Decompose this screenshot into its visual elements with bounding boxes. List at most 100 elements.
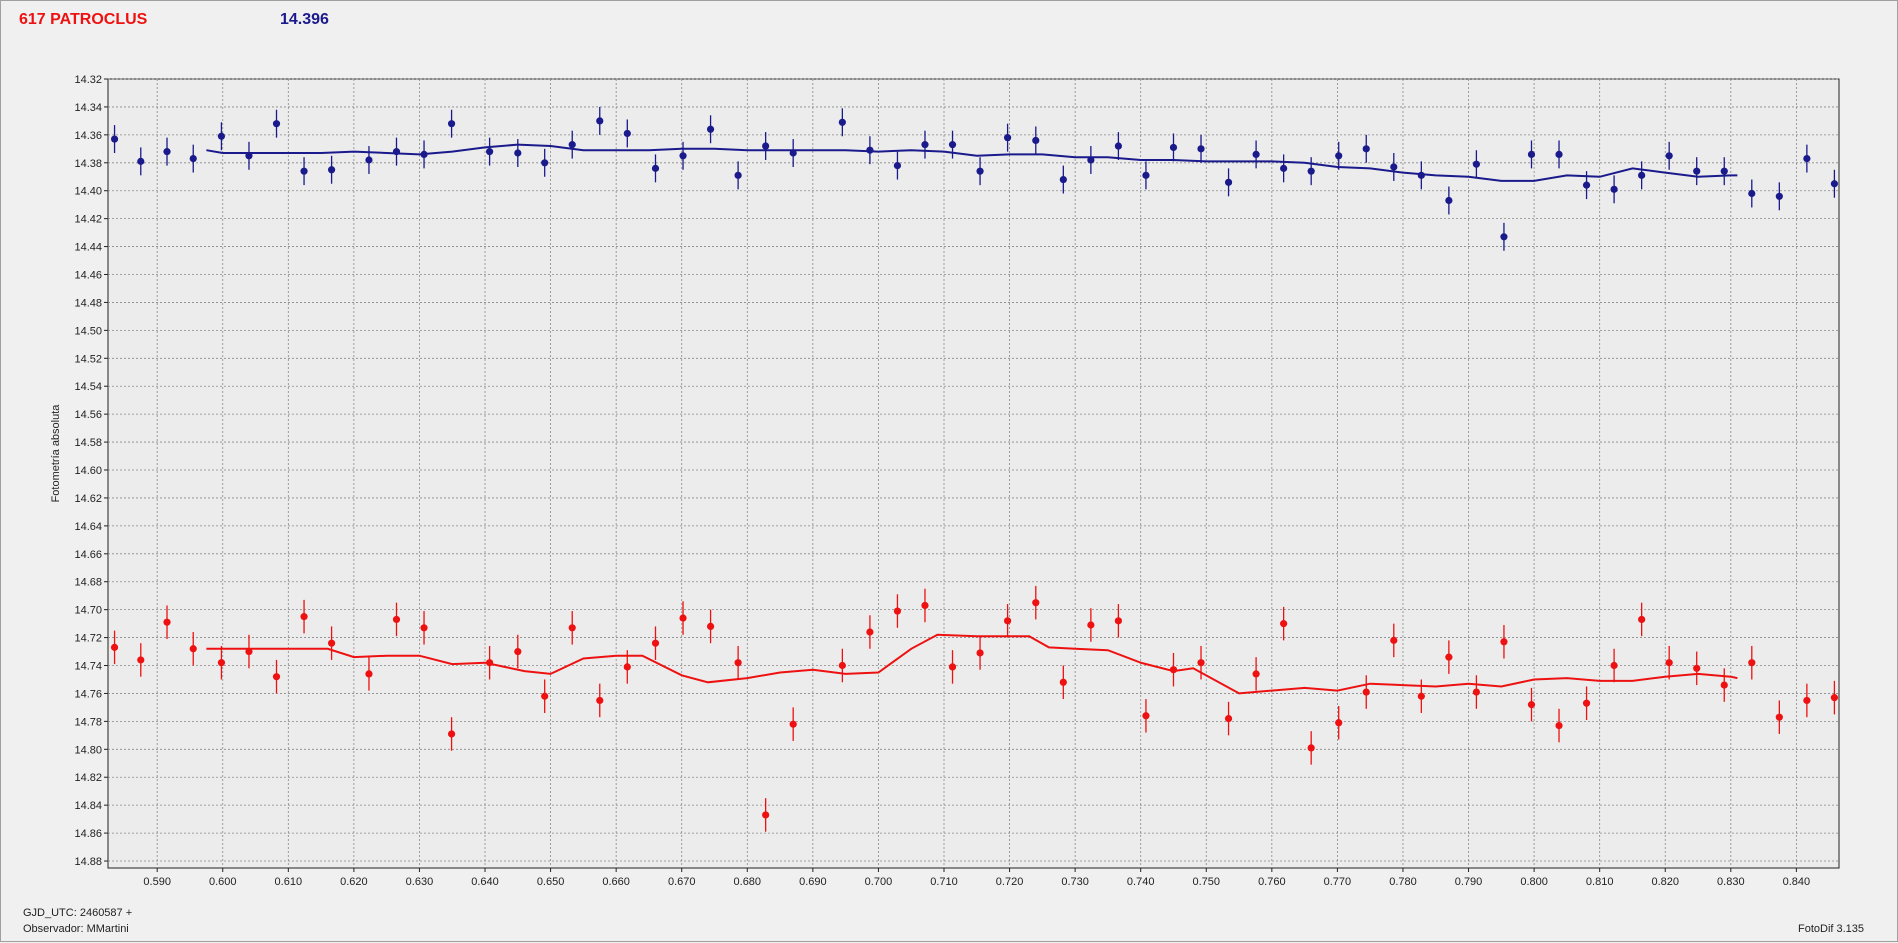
series-1-point <box>1665 152 1673 160</box>
y-tick-label: 14.76 <box>74 688 102 700</box>
y-tick-label: 14.34 <box>74 102 102 114</box>
y-tick-label: 14.72 <box>74 633 102 645</box>
series-1-point <box>272 120 281 128</box>
series-2-point <box>1775 713 1783 721</box>
y-tick-label: 14.84 <box>74 800 102 812</box>
series-2-point <box>921 601 929 610</box>
series-2-point <box>1527 701 1536 709</box>
x-tick-label: 0.790 <box>1455 876 1483 888</box>
series-2-point <box>1582 699 1591 707</box>
series-1-point <box>1500 233 1508 241</box>
series-1-point <box>893 161 902 170</box>
series-2-point <box>706 622 715 631</box>
series-1-point <box>541 159 549 167</box>
series-2-point <box>217 659 226 667</box>
x-tick-label: 0.620 <box>340 876 368 888</box>
series-2-point <box>623 663 631 671</box>
series-1-point <box>110 135 119 143</box>
series-2-point <box>163 618 171 626</box>
y-tick-label: 14.50 <box>74 325 102 337</box>
y-tick-label: 14.64 <box>74 521 102 533</box>
series-2-point <box>1830 694 1839 702</box>
x-tick-label: 0.760 <box>1258 876 1286 888</box>
series-2-point <box>1472 688 1481 696</box>
series-2-point <box>1693 664 1701 672</box>
series-1-point <box>1169 143 1178 152</box>
series-1-point <box>1803 154 1811 163</box>
observer-label: Observador: MMartini <box>23 923 129 935</box>
series-2-point <box>838 661 846 670</box>
version-label: FotoDif 3.135 <box>1798 923 1865 935</box>
series-2-point <box>1224 714 1233 723</box>
series-1-point <box>1142 171 1150 179</box>
x-tick-label: 0.810 <box>1586 876 1614 888</box>
series-2-point <box>1610 661 1618 670</box>
series-1-point <box>1445 196 1453 205</box>
series-1-point <box>1335 152 1343 160</box>
series-1-point <box>365 156 373 164</box>
series-1-point <box>1638 171 1646 179</box>
series-1-point <box>789 149 797 157</box>
series-2-point <box>1003 617 1012 625</box>
series-1-point <box>1003 134 1012 142</box>
series-1-point <box>1059 175 1067 184</box>
x-tick-label: 0.780 <box>1389 876 1417 888</box>
y-tick-label: 14.46 <box>74 270 102 282</box>
series-2-point <box>1059 678 1067 686</box>
mean-magnitude-value: 14.396 <box>280 11 329 28</box>
y-tick-label: 14.32 <box>74 74 102 86</box>
series-1-point <box>651 164 660 172</box>
series-2-point <box>1390 636 1398 644</box>
series-2-point <box>1803 696 1811 705</box>
series-1-point <box>1280 164 1288 172</box>
series-2-point <box>1555 721 1563 730</box>
series-1-point <box>762 142 770 150</box>
series-1-point <box>137 157 145 165</box>
series-2-point <box>272 673 281 681</box>
series-2-point <box>651 639 660 647</box>
series-2-point <box>1720 681 1728 689</box>
series-1-point <box>706 125 715 133</box>
x-tick-label: 0.830 <box>1717 876 1745 888</box>
series-1-point <box>623 129 631 138</box>
object-title: 617 PATROCLUS <box>19 11 148 28</box>
y-tick-label: 14.80 <box>74 744 102 756</box>
series-2-point <box>1335 719 1343 727</box>
series-2-point <box>1032 599 1040 607</box>
series-2-point <box>866 628 874 636</box>
series-1-point <box>976 167 984 175</box>
x-tick-label: 0.650 <box>537 876 565 888</box>
x-tick-label: 0.820 <box>1651 876 1679 888</box>
series-2-point <box>1142 712 1150 720</box>
series-2-point <box>1665 659 1673 667</box>
series-2-point <box>486 659 494 667</box>
series-1-point <box>420 150 428 159</box>
y-tick-label: 14.36 <box>74 130 102 142</box>
series-1-point <box>1830 180 1839 188</box>
series-2-point <box>893 607 902 615</box>
y-tick-label: 14.38 <box>74 158 102 170</box>
series-1-point <box>447 120 456 128</box>
series-1-point <box>948 141 957 149</box>
series-2-point <box>300 613 308 621</box>
x-tick-label: 0.600 <box>209 876 237 888</box>
series-1-point <box>568 141 576 149</box>
series-2-point <box>948 663 957 671</box>
series-2-point <box>1280 620 1288 628</box>
series-2-point <box>365 670 373 678</box>
series-2-point <box>1114 617 1123 625</box>
y-tick-label: 14.48 <box>74 297 102 309</box>
series-1-point <box>327 166 336 174</box>
x-tick-label: 0.800 <box>1520 876 1548 888</box>
x-tick-label: 0.660 <box>602 876 630 888</box>
y-tick-label: 14.82 <box>74 772 102 784</box>
series-1-point <box>300 167 308 175</box>
series-1-point <box>1390 163 1398 171</box>
series-2-point <box>392 615 401 624</box>
series-2-point <box>447 730 456 738</box>
series-1-point <box>514 149 522 157</box>
series-1-point <box>1555 150 1563 159</box>
x-tick-label: 0.610 <box>275 876 303 888</box>
series-1-point <box>1197 145 1205 153</box>
